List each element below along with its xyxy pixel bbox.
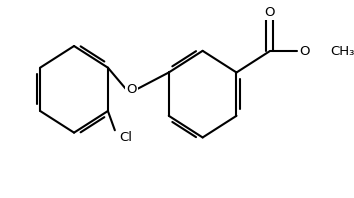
Text: O: O [299,45,309,58]
Text: O: O [264,6,275,19]
Text: CH₃: CH₃ [330,45,354,58]
Text: Cl: Cl [119,131,132,145]
Text: O: O [126,83,137,96]
